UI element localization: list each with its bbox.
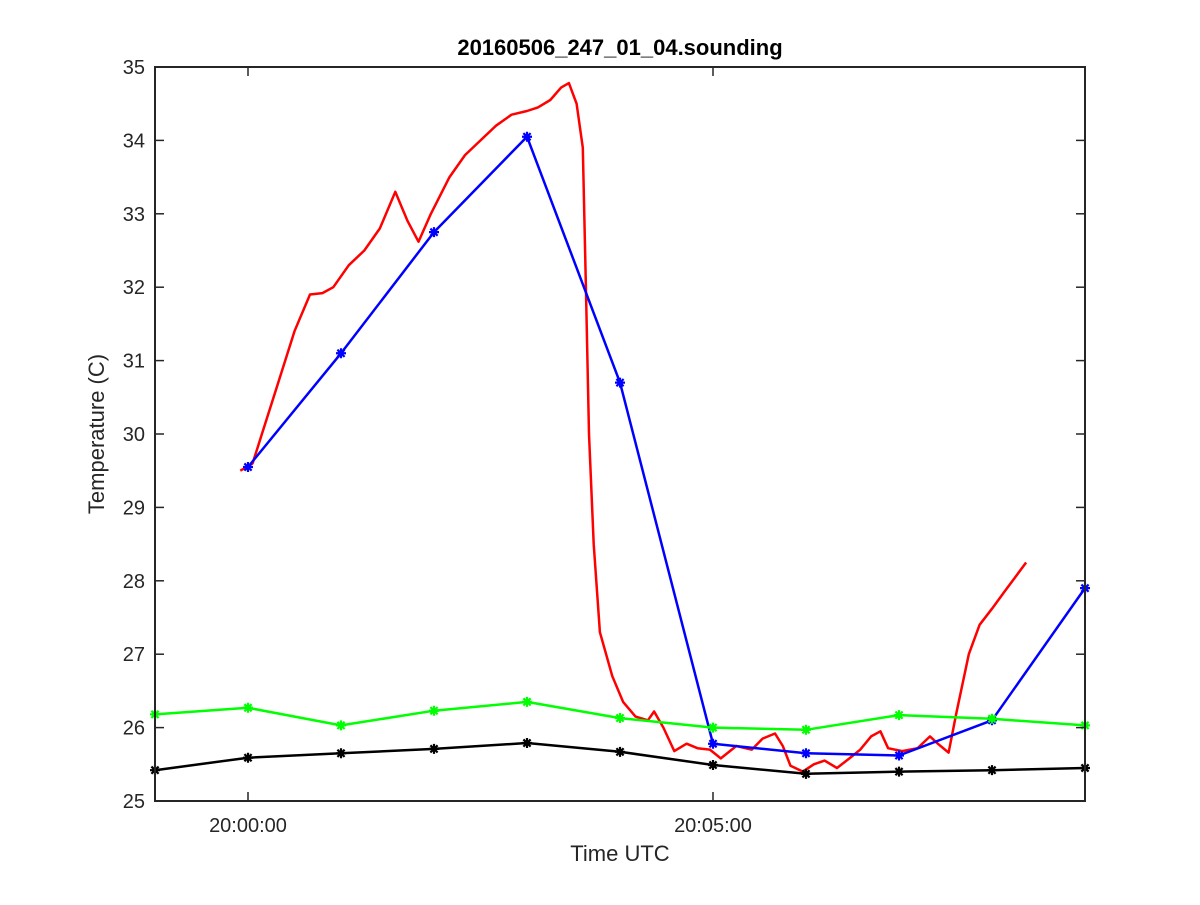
data-point-marker: [615, 713, 625, 724]
data-point-marker: [894, 750, 904, 761]
y-tick-label: 30: [123, 424, 145, 446]
asterisk-marker: [429, 743, 439, 754]
data-point-marker: [801, 724, 811, 735]
asterisk-marker: [336, 348, 346, 359]
y-tick-label: 33: [123, 204, 145, 226]
y-tick-label: 27: [123, 644, 145, 666]
asterisk-marker: [429, 227, 439, 238]
asterisk-marker: [429, 705, 439, 716]
asterisk-marker: [615, 746, 625, 757]
plot-area: [155, 67, 1085, 801]
y-tick-label: 35: [123, 57, 145, 79]
data-point-marker: [522, 131, 532, 142]
tick-layer: 25 26 27 28 29 30 31 32 33 34 35 20:00:00 20:05:00: [123, 57, 1085, 837]
y-tick-label: 28: [123, 571, 145, 593]
asterisk-marker: [522, 696, 532, 707]
asterisk-marker: [801, 768, 811, 779]
data-point-marker: [243, 752, 253, 763]
x-tick-label: 20:05:00: [674, 815, 752, 837]
asterisk-marker: [336, 748, 346, 759]
black-temperature-series: [150, 738, 1090, 779]
data-point-marker: [987, 713, 997, 724]
x-axis-label: Time UTC: [570, 841, 670, 866]
asterisk-marker: [522, 738, 532, 749]
x-tick-label: 20:00:00: [209, 815, 287, 837]
data-point-marker: [708, 738, 718, 749]
data-point-marker: [429, 705, 439, 716]
y-tick-label: 29: [123, 497, 145, 519]
y-tick-label: 32: [123, 277, 145, 299]
data-point-marker: [894, 766, 904, 777]
data-point-marker: [615, 377, 625, 388]
data-point-marker: [615, 746, 625, 757]
asterisk-marker: [894, 710, 904, 721]
asterisk-marker: [615, 713, 625, 724]
asterisk-marker: [522, 131, 532, 142]
asterisk-marker: [708, 722, 718, 733]
series-line: [247, 135, 1087, 757]
data-point-marker: [801, 768, 811, 779]
asterisk-marker: [801, 724, 811, 735]
asterisk-marker: [615, 377, 625, 388]
data-point-marker: [987, 765, 997, 776]
data-point-marker: [894, 710, 904, 721]
asterisk-marker: [894, 750, 904, 761]
data-point-marker: [336, 348, 346, 359]
y-axis-label: Temperature (C): [84, 354, 109, 514]
data-point-marker: [336, 748, 346, 759]
data-point-marker: [336, 720, 346, 731]
data-point-marker: [522, 738, 532, 749]
asterisk-marker: [708, 760, 718, 771]
chart-title: 20160506_247_01_04.sounding: [457, 35, 782, 60]
asterisk-marker: [708, 738, 718, 749]
asterisk-marker: [243, 462, 253, 473]
plot-frame: [154, 66, 1086, 802]
data-point-marker: [429, 227, 439, 238]
asterisk-marker: [987, 713, 997, 724]
y-tick-label: 31: [123, 351, 145, 373]
asterisk-marker: [243, 702, 253, 713]
asterisk-marker: [894, 766, 904, 777]
series-layer: [150, 81, 1090, 779]
y-tick-label: 26: [123, 718, 145, 740]
data-point-marker: [801, 748, 811, 759]
data-point-marker: [243, 462, 253, 473]
y-tick-label: 25: [123, 791, 145, 813]
y-tick-label: 34: [123, 130, 145, 152]
data-point-marker: [708, 760, 718, 771]
asterisk-marker: [336, 720, 346, 731]
asterisk-marker: [987, 765, 997, 776]
data-point-marker: [243, 702, 253, 713]
data-point-marker: [708, 722, 718, 733]
data-point-marker: [429, 743, 439, 754]
asterisk-marker: [243, 752, 253, 763]
data-point-marker: [522, 696, 532, 707]
asterisk-marker: [801, 748, 811, 759]
